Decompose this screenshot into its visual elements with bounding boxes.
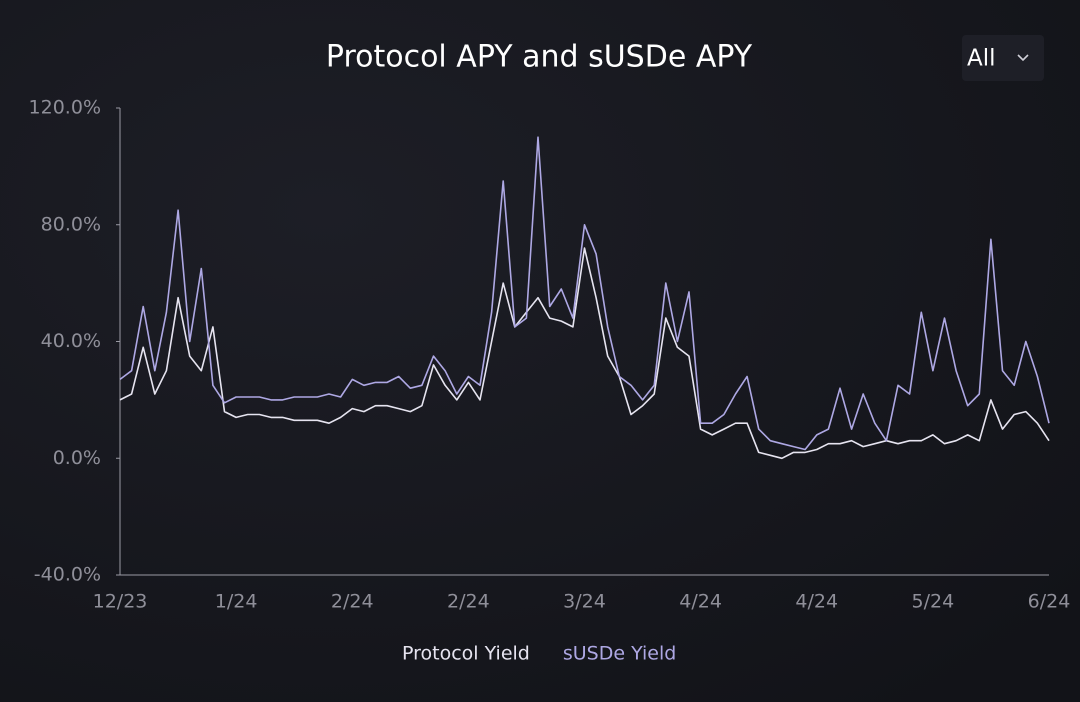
series-line: [119, 136, 1050, 451]
y-tick-label: 80.0%: [41, 213, 101, 235]
legend: Protocol Yield sUSDe Yield: [402, 643, 676, 665]
y-tick-label: -40.0%: [34, 564, 101, 586]
chart-title: Protocol APY and sUSDe APY: [326, 40, 753, 75]
y-tick-label: 0.0%: [53, 447, 101, 469]
x-tick-label: 12/23: [93, 591, 148, 613]
chevron-icon[interactable]: [1017, 54, 1029, 62]
series-line: [119, 247, 1050, 460]
range-selector-label[interactable]: All: [967, 46, 996, 72]
range-selector-box[interactable]: [962, 35, 1044, 81]
range-selector[interactable]: All: [962, 35, 1044, 81]
legend-entry[interactable]: sUSDe Yield: [563, 643, 676, 665]
legend-entry[interactable]: Protocol Yield: [402, 643, 530, 665]
x-tick-label: 5/24: [912, 591, 955, 613]
x-tick-label: 6/24: [1028, 591, 1071, 613]
x-tick-label: 4/24: [679, 591, 722, 613]
x-tick-label: 4/24: [795, 591, 838, 613]
x-tick-label: 3/24: [563, 591, 606, 613]
x-tick-label: 1/24: [215, 591, 258, 613]
y-tick-label: 40.0%: [41, 330, 101, 352]
x-tick-label: 2/24: [331, 591, 374, 613]
x-tick-label: 2/24: [447, 591, 490, 613]
y-tick-label: 120.0%: [29, 97, 101, 119]
